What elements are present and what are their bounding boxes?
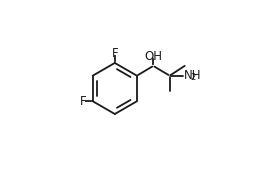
Text: OH: OH (144, 50, 162, 63)
Text: F: F (112, 47, 118, 60)
Text: F: F (80, 95, 87, 108)
Text: NH: NH (183, 69, 201, 82)
Text: 2: 2 (190, 73, 195, 82)
